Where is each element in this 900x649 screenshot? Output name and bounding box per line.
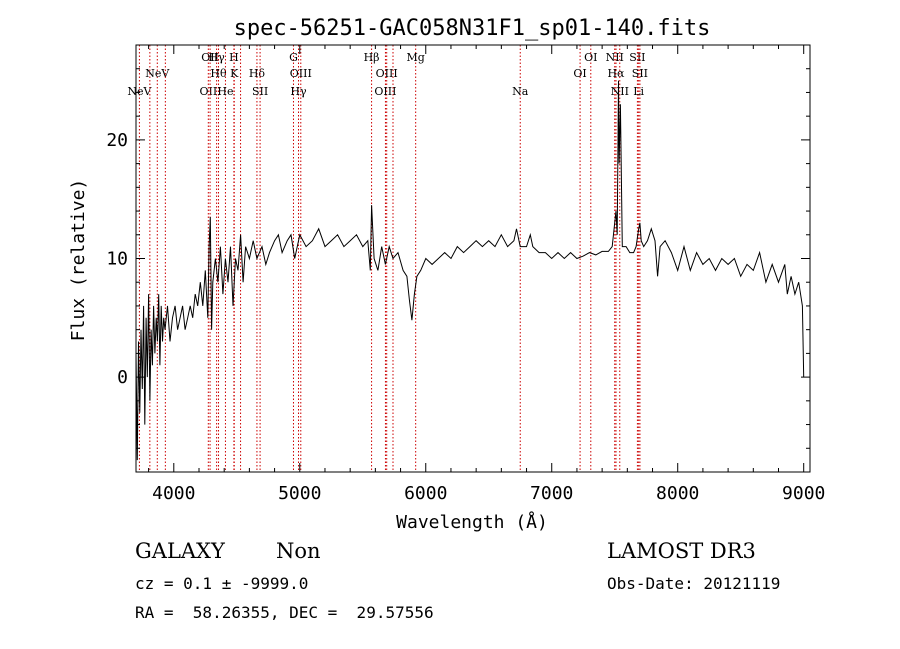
y-tick-label: 20 — [106, 130, 128, 151]
obs-date-line: Obs-Date: 20121119 — [607, 574, 781, 593]
object-class: GALAXY — [135, 539, 225, 563]
line-marker-label: Hγ — [209, 51, 226, 64]
line-marker-label: Li — [633, 85, 644, 98]
line-marker-label: NII — [606, 51, 624, 64]
line-marker-label: NeV — [145, 67, 170, 80]
x-axis-label: Wavelength (Å) — [396, 511, 548, 533]
x-tick-label: 8000 — [656, 483, 699, 504]
redshift-line: cz = 0.1 ± -9999.0 — [135, 574, 309, 593]
line-marker-label: Hα — [607, 67, 625, 80]
line-marker-label: He — [217, 85, 233, 98]
y-tick-label: 10 — [106, 249, 128, 270]
line-marker-label: H — [229, 51, 239, 64]
spectrum-line — [135, 80, 805, 461]
line-marker-label: Hθ — [210, 67, 227, 80]
x-tick-label: 9000 — [782, 483, 825, 504]
line-marker-label: OIII — [376, 67, 398, 80]
line-marker-label: NeV — [127, 85, 152, 98]
line-marker-label: Mg — [407, 51, 425, 64]
x-tick-label: 5000 — [278, 483, 321, 504]
y-tick-label: 0 — [117, 367, 128, 388]
line-marker-label: OII — [201, 51, 219, 64]
line-marker-label: SII — [629, 51, 645, 64]
chart-title: spec-56251-GAC058N31F1_sp01-140.fits — [234, 16, 711, 41]
line-marker-label: Hβ — [364, 51, 380, 64]
line-marker-label: OIII — [374, 85, 396, 98]
line-marker-label: OI — [573, 67, 586, 80]
axis-ticks: 4000 5000 6000 7000 8000 9000 0 10 20 — [106, 44, 825, 504]
line-marker-label: OIII — [290, 67, 312, 80]
x-tick-label: 4000 — [152, 483, 195, 504]
line-marker-label: OI — [584, 51, 597, 64]
line-marker-label: Hγ — [290, 85, 307, 98]
object-subclass: Non — [276, 539, 321, 563]
y-axis-label: Flux (relative) — [68, 179, 89, 342]
x-tick-label: 6000 — [404, 483, 447, 504]
line-marker-label: SII — [252, 85, 268, 98]
line-marker-label: K — [230, 67, 239, 80]
line-marker-label: Hδ — [249, 67, 266, 80]
line-marker-label: SII — [632, 67, 648, 80]
line-marker-label: Na — [512, 85, 529, 98]
line-marker-label: NII — [611, 85, 629, 98]
x-tick-label: 7000 — [530, 483, 573, 504]
line-marker-label: OII — [199, 85, 217, 98]
survey-name: LAMOST DR3 — [607, 539, 756, 563]
coordinates-line: RA = 58.26355, DEC = 29.57556 — [135, 603, 434, 622]
line-marker-label: G — [289, 51, 298, 64]
